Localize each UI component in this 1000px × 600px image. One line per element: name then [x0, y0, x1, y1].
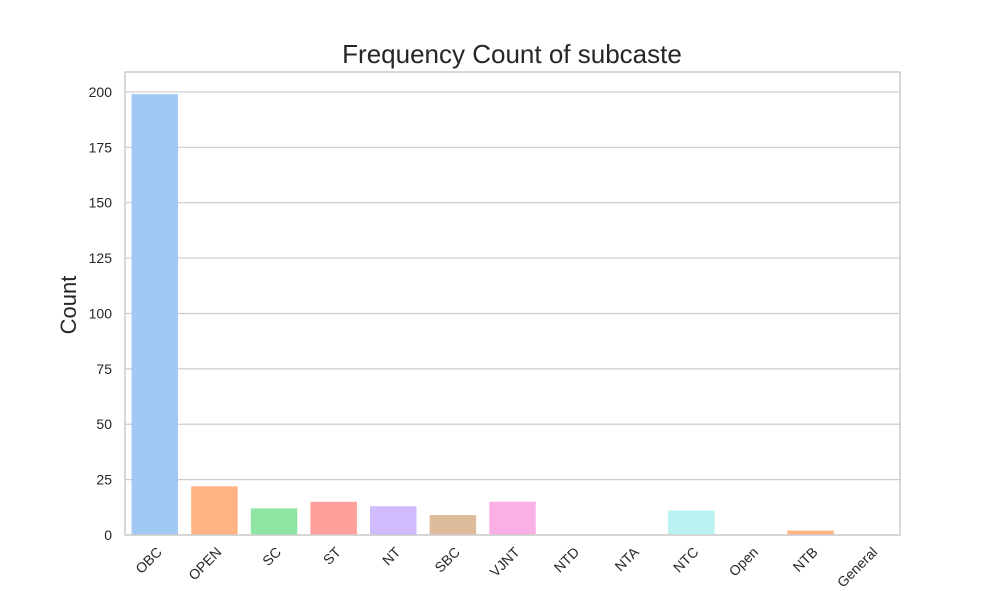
x-tick-label: VJNT — [487, 543, 523, 579]
bar-sc — [250, 508, 298, 535]
bar-open — [191, 486, 238, 535]
bars — [131, 94, 834, 535]
plot-frame — [124, 71, 901, 536]
x-tick-label: ST — [320, 543, 344, 567]
x-tick-label: General — [834, 544, 881, 591]
x-tick-label: NTD — [551, 544, 583, 576]
x-tick-label: NTB — [790, 544, 821, 575]
y-tick-label: 75 — [96, 361, 112, 377]
bar-ntb — [787, 530, 834, 535]
chart-title: Frequency Count of subcaste — [342, 39, 682, 69]
y-tick-label: 0 — [104, 527, 112, 543]
x-tick-label: NTA — [611, 543, 642, 574]
x-tick-label: SC — [259, 544, 284, 569]
y-tick-labels: 0 25 50 75 100 125 150 175 200 — [89, 84, 113, 543]
x-tick-labels: OBC OPEN SC ST NT SBC VJNT NTD NTA NTC Open NTB Gene… — [132, 543, 880, 590]
y-tick-label: 25 — [96, 472, 112, 488]
y-tick-label: 100 — [89, 305, 113, 321]
bar-sbc — [429, 515, 477, 535]
bar-ntc — [668, 510, 715, 535]
x-tick-label: NT — [379, 543, 404, 568]
y-tick-label: 50 — [96, 416, 112, 432]
bar-nt — [370, 506, 417, 535]
y-tick-label: 200 — [89, 84, 113, 100]
y-tick-label: 125 — [89, 250, 113, 266]
x-tick-label: NTC — [670, 544, 702, 576]
y-axis-label: Count — [56, 276, 81, 335]
bar-st — [310, 501, 357, 535]
x-tick-label: OPEN — [185, 544, 224, 583]
x-tick-label: OBC — [132, 544, 165, 577]
y-tick-label: 175 — [89, 139, 113, 155]
bar-vjnt — [489, 501, 536, 535]
bar-obc — [131, 94, 179, 535]
grid-lines — [125, 91, 900, 536]
y-tick-label: 150 — [89, 195, 113, 211]
x-tick-label: Open — [726, 544, 762, 580]
x-tick-label: SBC — [431, 544, 463, 576]
